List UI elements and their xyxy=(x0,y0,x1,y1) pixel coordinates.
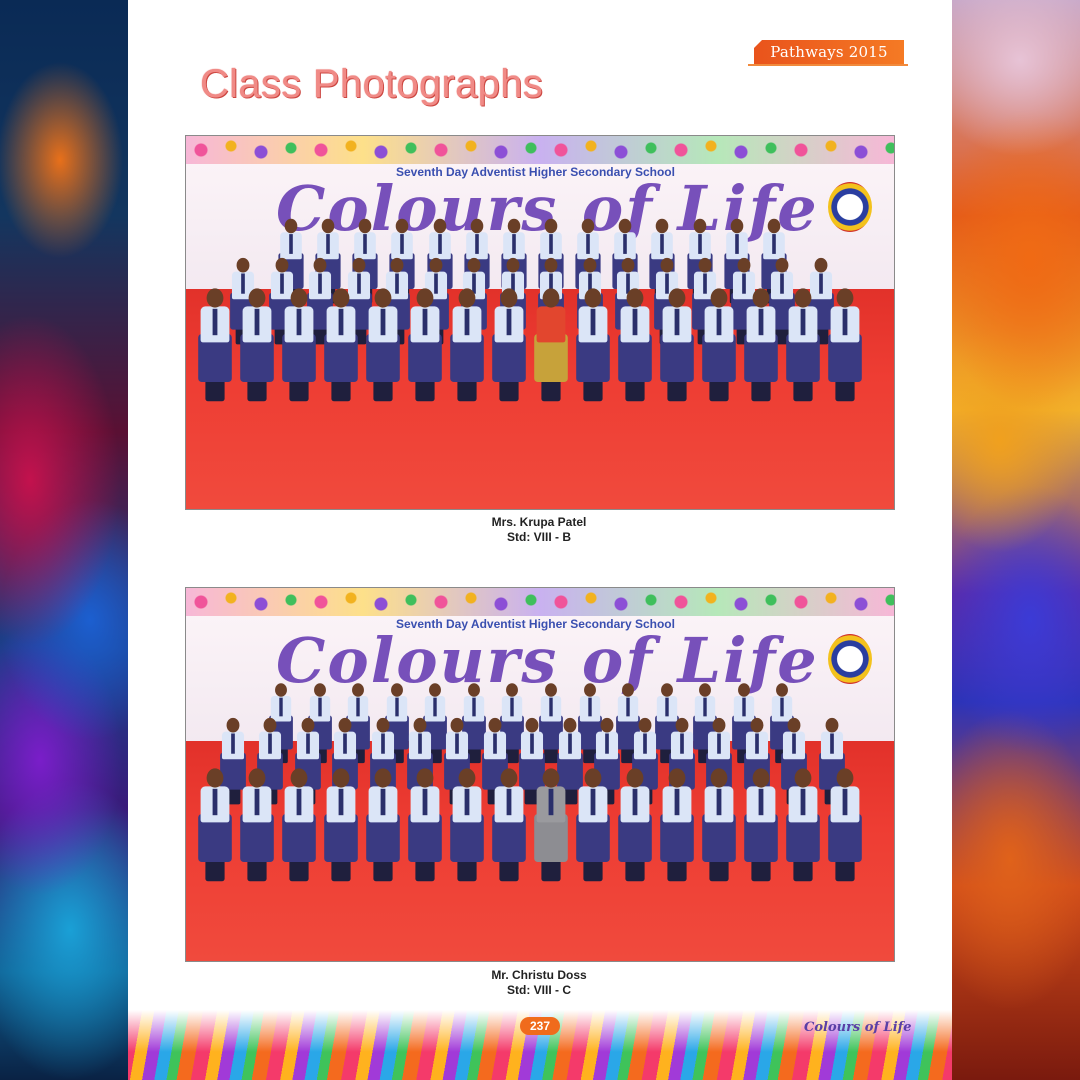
teacher-figure xyxy=(533,288,569,403)
student-figure xyxy=(556,717,584,806)
class-standard: Std: VIII - C xyxy=(507,983,571,997)
footer-brand-logo: Colours of Life xyxy=(804,1020,912,1035)
background-left-art xyxy=(0,0,130,1080)
magazine-page: Pathways 2015 Class Photographs Seventh … xyxy=(128,0,952,1080)
student-figure xyxy=(407,288,443,403)
student-figure xyxy=(693,683,719,765)
student-figure xyxy=(197,768,233,883)
photo-caption: Mrs. Krupa Patel Std: VIII - B xyxy=(185,515,893,545)
page-number: 237 xyxy=(520,1017,560,1035)
student-figure xyxy=(500,683,526,765)
teacher-name: Mr. Christu Doss xyxy=(491,968,587,982)
student-figure xyxy=(617,288,653,403)
student-figure xyxy=(491,768,527,883)
teacher-name: Mrs. Krupa Patel xyxy=(491,515,587,529)
student-figure xyxy=(827,768,863,883)
page-title: Class Photographs xyxy=(200,62,544,106)
student-figure xyxy=(197,288,233,403)
flower-border xyxy=(186,588,894,616)
background-right-art xyxy=(950,0,1080,1080)
student-figure xyxy=(701,288,737,403)
student-figure xyxy=(239,768,275,883)
student-figure xyxy=(575,768,611,883)
student-figure xyxy=(807,257,835,346)
student-figure xyxy=(538,683,564,765)
flower-border xyxy=(186,136,894,164)
student-figure xyxy=(518,717,546,806)
student-figure xyxy=(407,768,443,883)
student-figure xyxy=(615,683,641,765)
student-figure xyxy=(281,288,317,403)
student-figure xyxy=(785,768,821,883)
student-figure xyxy=(491,288,527,403)
student-figure xyxy=(239,288,275,403)
teacher-figure xyxy=(533,768,569,883)
student-figure xyxy=(617,768,653,883)
student-figure xyxy=(268,257,296,346)
student-figure xyxy=(827,288,863,403)
photo-caption: Mr. Christu Doss Std: VIII - C xyxy=(185,968,893,998)
tag-divider xyxy=(748,64,908,66)
student-figure xyxy=(575,288,611,403)
student-figure xyxy=(743,768,779,883)
school-name: Seventh Day Adventist Higher Secondary S… xyxy=(396,165,675,179)
student-figure xyxy=(281,768,317,883)
student-figure xyxy=(423,683,449,765)
student-figure xyxy=(384,683,410,765)
student-figure xyxy=(659,288,695,403)
student-figure xyxy=(365,768,401,883)
school-name: Seventh Day Adventist Higher Secondary S… xyxy=(396,617,675,631)
student-figure xyxy=(345,683,371,765)
student-figure xyxy=(365,288,401,403)
school-emblem-icon xyxy=(828,182,872,232)
school-emblem-icon xyxy=(828,634,872,684)
student-figure xyxy=(323,768,359,883)
student-figure xyxy=(743,288,779,403)
section-tag: Pathways 2015 xyxy=(754,40,904,64)
class-photo-viii-c: Seventh Day Adventist Higher Secondary S… xyxy=(185,587,895,962)
student-figure xyxy=(659,768,695,883)
student-figure xyxy=(449,768,485,883)
class-photo-viii-b: Seventh Day Adventist Higher Secondary S… xyxy=(185,135,895,510)
student-figure xyxy=(701,768,737,883)
class-standard: Std: VIII - B xyxy=(507,530,571,544)
student-figure xyxy=(449,288,485,403)
student-figure xyxy=(785,288,821,403)
student-figure xyxy=(577,683,603,765)
student-figure xyxy=(323,288,359,403)
